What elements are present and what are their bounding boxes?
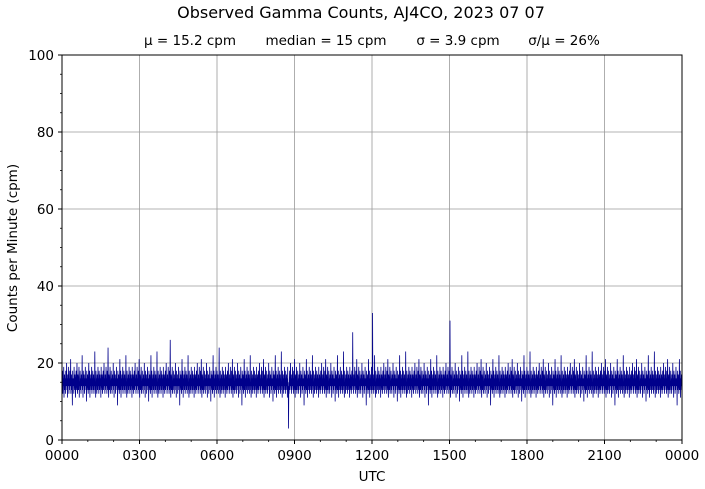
x-tick-label: 0000	[45, 448, 79, 464]
chart-title: Observed Gamma Counts, AJ4CO, 2023 07 07	[177, 3, 545, 22]
series-line-0	[61, 312, 683, 429]
y-tick-label: 60	[37, 202, 54, 218]
x-tick-label: 1200	[355, 448, 389, 464]
grid-lines	[61, 54, 683, 441]
x-tick-label: 1500	[432, 448, 466, 464]
stat-sigma: σ = 3.9 cpm	[416, 33, 499, 49]
axis-ticks: 0000 0300 0600 0900 1200 1500 1800 2100 00000204…	[28, 48, 699, 464]
stat-mean: μ = 15.2 cpm	[144, 33, 236, 49]
y-tick-label: 20	[37, 356, 54, 372]
x-axis-label: UTC	[359, 469, 386, 485]
y-tick-label: 0	[45, 433, 54, 449]
x-tick-label: 2100	[587, 448, 621, 464]
stat-median: median = 15 cpm	[265, 33, 386, 49]
x-tick-label: 0900	[277, 448, 311, 464]
y-axis-label: Counts per Minute (cpm)	[5, 164, 21, 332]
x-tick-label: 0000	[665, 448, 699, 464]
x-tick-label: 0300	[122, 448, 156, 464]
x-tick-label: 0600	[200, 448, 234, 464]
series-layer	[61, 312, 683, 429]
stat-sigma-over-mean: σ/μ = 26%	[528, 33, 600, 49]
y-tick-label: 40	[37, 279, 54, 295]
y-tick-label: 80	[37, 125, 54, 141]
y-tick-label: 100	[28, 48, 54, 64]
x-tick-label: 1800	[510, 448, 544, 464]
